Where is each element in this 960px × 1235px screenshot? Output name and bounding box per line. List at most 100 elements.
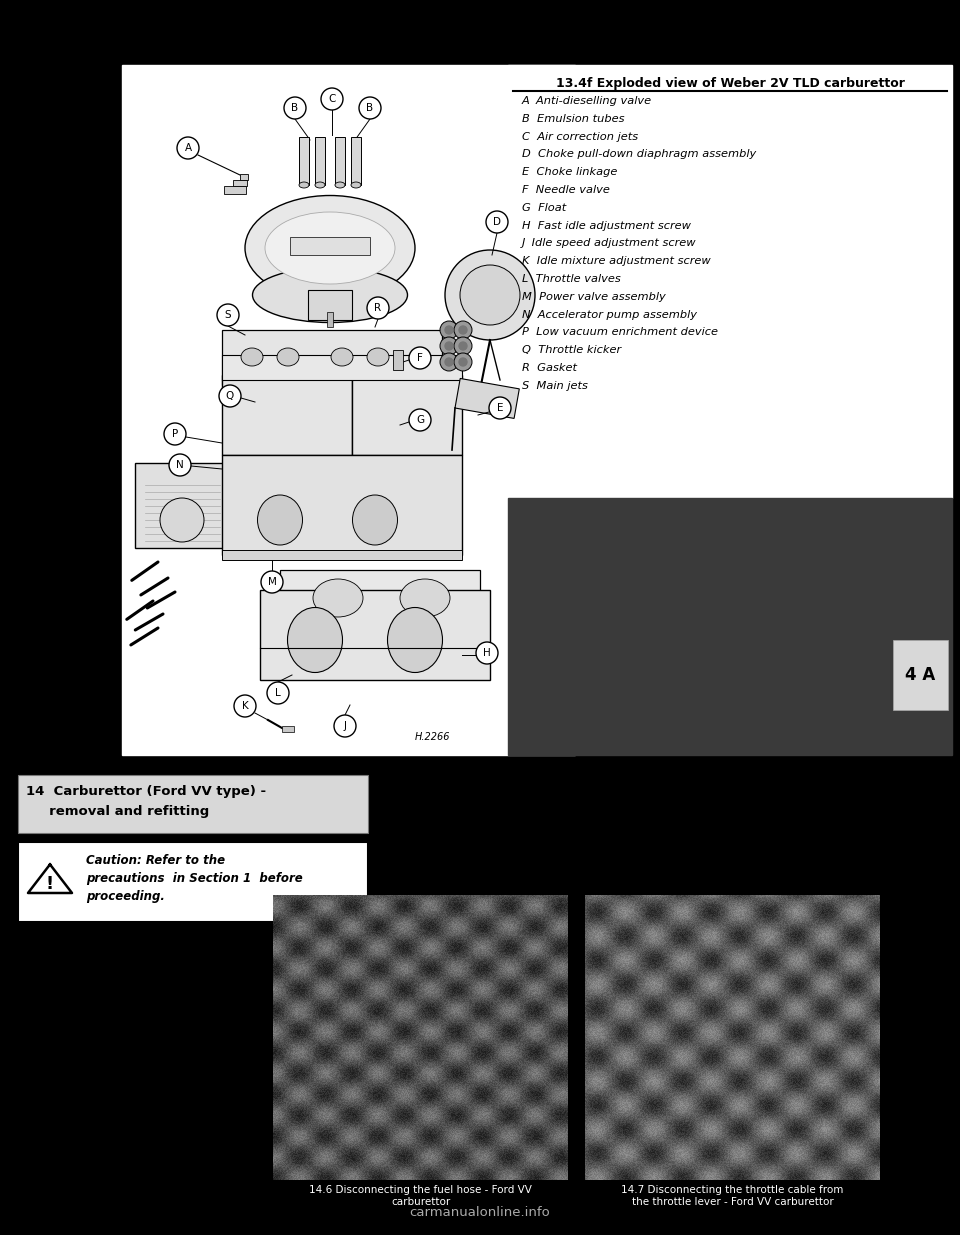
Circle shape [459,358,467,366]
Bar [122,65,575,755]
Bar [315,137,325,185]
Circle shape [445,342,453,350]
Text: G  Float: G Float [522,203,566,212]
Bar [455,378,519,419]
Circle shape [440,353,458,370]
Text: F  Needle valve: F Needle valve [522,185,610,195]
Circle shape [234,695,256,718]
Text: Q: Q [226,391,234,401]
Ellipse shape [277,348,299,366]
Text: E: E [496,403,503,412]
Bar [18,842,368,923]
Text: 14.7 Disconnecting the throttle cable from
the throttle lever - Ford VV carburet: 14.7 Disconnecting the throttle cable fr… [621,1186,844,1207]
Circle shape [409,409,431,431]
Text: R  Gasket: R Gasket [522,363,577,373]
Text: B  Emulsion tubes: B Emulsion tubes [522,114,625,124]
Text: N  Accelerator pump assembly: N Accelerator pump assembly [522,310,697,320]
Ellipse shape [241,348,263,366]
Circle shape [219,385,241,408]
Ellipse shape [352,495,397,545]
Circle shape [486,211,508,233]
Ellipse shape [331,348,353,366]
Bar [393,350,403,370]
Ellipse shape [315,182,325,188]
Bar [18,776,368,832]
Text: S: S [225,310,231,320]
Text: D  Choke pull-down diaphragm assembly: D Choke pull-down diaphragm assembly [522,149,756,159]
Text: H.2266: H.2266 [415,732,450,742]
Bar [240,174,248,180]
Ellipse shape [313,579,363,618]
Bar [327,312,333,327]
Text: G: G [416,415,424,425]
Ellipse shape [335,182,345,188]
Text: K: K [242,701,249,711]
Circle shape [459,342,467,350]
Bar [508,498,952,755]
Ellipse shape [351,182,361,188]
Text: removal and refitting: removal and refitting [26,805,209,818]
Text: B: B [292,103,299,112]
Circle shape [367,296,389,319]
Text: R: R [374,303,381,312]
Text: 14  Carburettor (Ford VV type) -: 14 Carburettor (Ford VV type) - [26,785,266,798]
Ellipse shape [367,348,389,366]
Bar [299,137,309,185]
Text: K  Idle mixture adjustment screw: K Idle mixture adjustment screw [522,256,710,267]
Circle shape [334,715,356,737]
Text: 14.6 Disconnecting the fuel hose - Ford VV
carburettor: 14.6 Disconnecting the fuel hose - Ford … [309,1186,532,1207]
Text: proceeding.: proceeding. [86,890,165,903]
Bar [352,375,462,454]
Bar [222,454,462,555]
Text: M  Power valve assembly: M Power valve assembly [522,291,665,301]
Text: P  Low vacuum enrichment device: P Low vacuum enrichment device [522,327,718,337]
Ellipse shape [388,608,443,673]
Circle shape [169,454,191,475]
Circle shape [445,249,535,340]
Text: C: C [328,94,336,104]
Text: Caution: Refer to the: Caution: Refer to the [86,853,226,867]
Text: A: A [184,143,192,153]
Circle shape [454,337,472,354]
Text: 4 A: 4 A [905,666,936,684]
Bar [222,550,462,559]
Text: J: J [344,721,347,731]
Circle shape [460,266,520,325]
Ellipse shape [400,579,450,618]
Circle shape [454,321,472,338]
Text: F: F [417,353,423,363]
Text: C  Air correction jets: C Air correction jets [522,132,638,142]
Circle shape [321,88,343,110]
Bar [222,375,352,454]
Ellipse shape [265,212,395,284]
Circle shape [164,424,186,445]
Circle shape [445,358,453,366]
Bar [224,186,246,194]
Circle shape [440,337,458,354]
Bar [260,590,490,680]
Text: L  Throttle valves: L Throttle valves [522,274,621,284]
Circle shape [440,321,458,338]
Bar [222,354,462,380]
Text: precautions  in Section 1  before: precautions in Section 1 before [86,872,302,885]
Bar [508,65,952,498]
Circle shape [459,326,467,333]
Text: P: P [172,429,179,438]
Circle shape [454,353,472,370]
Ellipse shape [287,608,343,673]
Text: M: M [268,577,276,587]
Text: carmanualonline.info: carmanualonline.info [410,1207,550,1219]
Text: D: D [493,217,501,227]
Text: H: H [483,648,491,658]
Text: E  Choke linkage: E Choke linkage [522,167,617,177]
Bar [308,290,352,320]
Text: J  Idle speed adjustment screw: J Idle speed adjustment screw [522,238,697,248]
Bar [135,463,230,548]
Circle shape [177,137,199,159]
Circle shape [409,347,431,369]
Bar [893,640,948,710]
Bar [222,330,442,385]
Text: H  Fast idle adjustment screw: H Fast idle adjustment screw [522,221,691,231]
Circle shape [261,571,283,593]
Circle shape [445,326,453,333]
